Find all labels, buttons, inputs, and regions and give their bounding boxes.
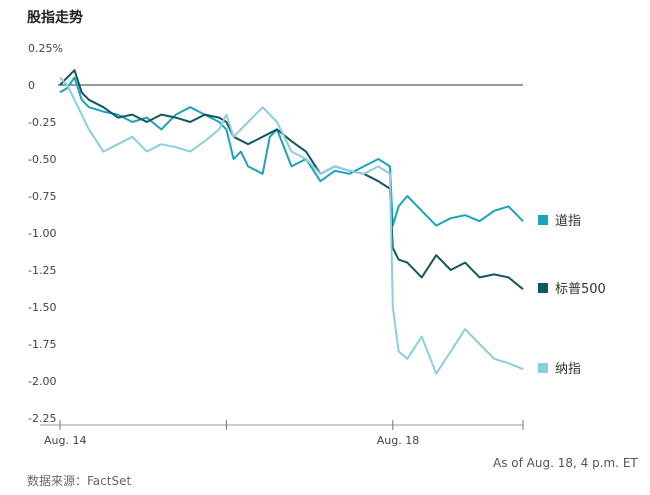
y-tick-label: -1.50	[28, 301, 56, 314]
y-tick-label: -0.50	[28, 153, 56, 166]
legend-swatch	[538, 363, 548, 373]
chart-title: 股指走势	[27, 10, 83, 26]
y-tick-label: -2.25	[28, 412, 56, 425]
legend-label: 纳指	[555, 362, 581, 377]
legend-label: 标普500	[555, 282, 606, 297]
source-note: 数据来源：FactSet	[27, 474, 132, 488]
as-of-note: As of Aug. 18, 4 p.m. ET	[493, 456, 638, 470]
legend-label: 道指	[555, 214, 581, 229]
series-lines	[59, 69, 524, 375]
y-tick-label: -0.75	[28, 190, 56, 203]
series-line	[59, 76, 524, 375]
y-tick-label: 0	[28, 79, 35, 92]
legend-swatch	[538, 215, 548, 225]
x-tick-label: Aug. 14	[44, 434, 86, 447]
y-tick-label: -2.00	[28, 375, 56, 388]
y-tick-label: -1.00	[28, 227, 56, 240]
x-axis: Aug. 14 Aug. 18	[40, 420, 524, 447]
y-axis-ticks: 0.25% 0 -0.25 -0.50 -0.75 -1.00 -1.25 -1.50 -1.7…	[28, 42, 63, 425]
y-tick-label: 0.25%	[28, 42, 63, 55]
series-line	[59, 76, 524, 227]
legend-swatch	[538, 283, 548, 293]
series-line	[59, 69, 524, 290]
y-tick-label: -1.25	[28, 264, 56, 277]
x-tick-label: Aug. 18	[377, 434, 419, 447]
y-tick-label: -0.25	[28, 116, 56, 129]
y-tick-label: -1.75	[28, 338, 56, 351]
